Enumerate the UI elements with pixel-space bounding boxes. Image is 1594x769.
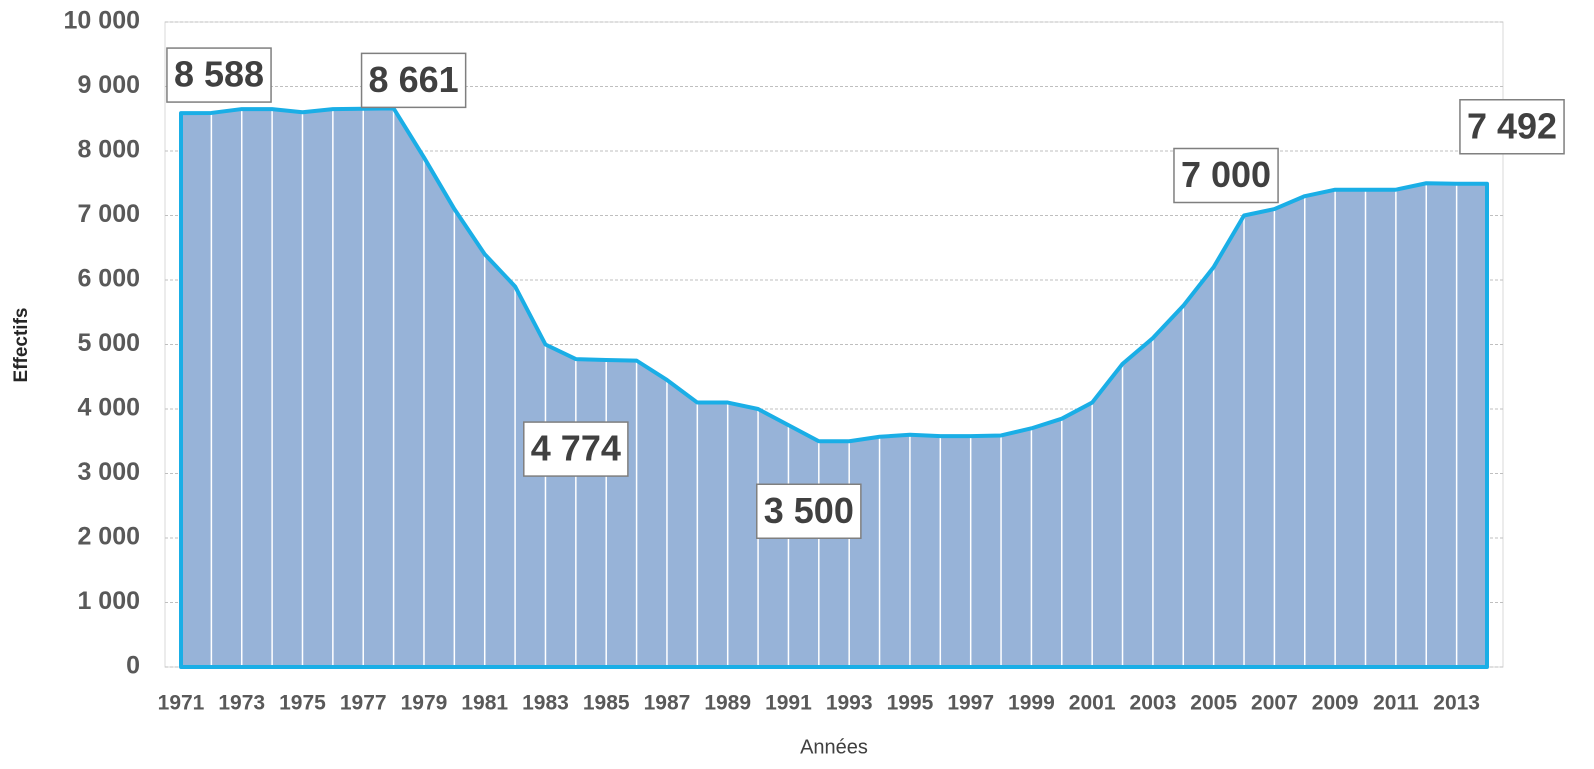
value-label: 4 774	[531, 428, 621, 469]
x-tick-label: 2005	[1190, 692, 1237, 715]
y-tick-label: 0	[126, 652, 140, 680]
y-tick-label: 2 000	[77, 523, 140, 551]
value-label: 7 000	[1181, 154, 1271, 195]
x-tick-label: 2003	[1130, 692, 1177, 715]
x-tick-label: 1983	[522, 692, 569, 715]
value-label-box	[1173, 147, 1279, 204]
value-label: 3 500	[764, 490, 854, 531]
value-label-box	[523, 421, 629, 477]
x-axis-label: Années	[800, 736, 868, 758]
value-label-box	[756, 483, 862, 539]
x-tick-label: 1977	[340, 692, 387, 715]
y-tick-label: 3 000	[77, 458, 140, 486]
x-tick-label: 1991	[765, 692, 812, 715]
x-tick-label: 2009	[1312, 692, 1359, 715]
y-tick-label: 4 000	[77, 394, 140, 422]
value-label-box	[1459, 99, 1565, 155]
value-label-box	[360, 52, 467, 109]
x-tick-label: 1981	[461, 692, 508, 715]
y-tick-label: 8 000	[77, 136, 140, 164]
x-tick-label: 1979	[401, 692, 448, 715]
area-outline	[179, 106, 1489, 669]
x-tick-label: 1989	[704, 692, 751, 715]
x-tick-label: 2007	[1251, 692, 1298, 715]
x-tick-label: 2001	[1069, 692, 1116, 715]
y-tick-label: 1 000	[77, 587, 140, 615]
y-tick-label: 6 000	[77, 265, 140, 293]
value-label: 7 492	[1467, 105, 1557, 146]
x-tick-label: 1995	[887, 692, 934, 715]
value-label: 8 661	[369, 59, 459, 100]
area	[181, 108, 1487, 668]
x-tick-label: 1999	[1008, 692, 1055, 715]
x-tick-label: 1993	[826, 692, 873, 715]
x-tick-label: 1985	[583, 692, 630, 715]
y-tick-label: 7 000	[77, 200, 140, 228]
y-axis-label: Effectifs	[11, 308, 32, 383]
x-tick-label: 1997	[947, 692, 994, 715]
x-tick-label: 1975	[279, 692, 326, 715]
x-tick-label: 1973	[218, 692, 265, 715]
value-label-box	[166, 47, 272, 103]
y-tick-label: 9 000	[77, 71, 140, 99]
y-tick-label: 5 000	[77, 329, 140, 357]
x-tick-label: 1971	[158, 692, 205, 715]
y-tick-label: 10 000	[64, 7, 140, 35]
x-tick-label: 1987	[644, 692, 691, 715]
value-label: 8 588	[174, 54, 264, 95]
x-tick-label: 2011	[1373, 692, 1419, 715]
x-tick-label: 2013	[1433, 692, 1480, 715]
